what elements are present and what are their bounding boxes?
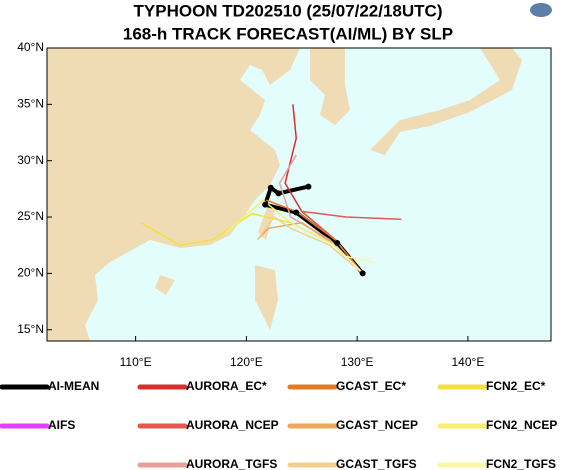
legend-label: GCAST_TGFS (336, 457, 417, 470)
legend-label: AIFS (48, 418, 75, 432)
legend-label: GCAST_EC* (336, 379, 406, 393)
track-point (305, 183, 312, 190)
legend-label: AURORA_NCEP (186, 418, 279, 432)
legend-label: AI-MEAN (48, 379, 99, 393)
track-point (267, 184, 274, 191)
track-point (334, 239, 341, 246)
y-tick-label: 15°N (17, 322, 44, 336)
chart-title: TYPHOON TD202510 (25/07/22/18UTC) (134, 1, 443, 20)
x-tick-label: 110°E (120, 355, 152, 369)
x-tick-label: 120°E (230, 355, 263, 369)
legend-label: GCAST_NCEP (336, 418, 418, 432)
chart-subtitle: 168-h TRACK FORECAST(AI/ML) BY SLP (123, 24, 453, 43)
legend-label: AURORA_TGFS (186, 457, 277, 470)
land (47, 48, 522, 341)
y-tick-label: 30°N (17, 153, 44, 167)
plot-frame (46, 47, 552, 342)
x-tick-label: 140°E (452, 355, 485, 369)
track-point (359, 270, 366, 277)
y-tick-label: 20°N (17, 266, 44, 280)
legend-label: FCN2_TGFS (486, 457, 556, 470)
y-tick-label: 35°N (17, 97, 44, 111)
legend-label: AURORA_EC* (186, 379, 267, 393)
logo (530, 3, 552, 17)
legend-label: FCN2_NCEP (486, 418, 557, 432)
track-line (345, 255, 374, 274)
x-tick-label: 130°E (341, 355, 374, 369)
y-tick-label: 40°N (17, 40, 44, 54)
track-line (223, 199, 364, 274)
y-tick-label: 25°N (17, 209, 44, 223)
legend-label: FCN2_EC* (486, 379, 546, 393)
track-point (293, 209, 300, 216)
track-point (262, 201, 269, 208)
track-point (275, 190, 282, 197)
track-line (256, 216, 364, 274)
